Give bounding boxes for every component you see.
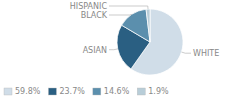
slice-label: ASIAN — [83, 46, 107, 55]
slice-label: WHITE — [193, 49, 219, 58]
legend-label: 14.6% — [104, 87, 130, 96]
slice — [122, 9, 150, 42]
legend-item: 1.9% — [137, 87, 169, 96]
legend-item: 14.6% — [93, 87, 130, 96]
legend-swatch — [93, 88, 101, 95]
legend-swatch — [48, 88, 56, 95]
slice — [146, 9, 150, 42]
slice-label: BLACK — [81, 11, 108, 20]
pie: WHITE ASIAN BLACKHISPANIC — [70, 2, 219, 75]
leader-line — [181, 52, 191, 53]
legend-label: 1.9% — [148, 87, 169, 96]
legend-item: 59.8% — [4, 87, 41, 96]
slice-label: HISPANIC — [70, 2, 108, 11]
legend-label: 23.7% — [59, 87, 85, 96]
legend-label: 59.8% — [15, 87, 41, 96]
legend-swatch — [137, 88, 145, 95]
leader-line — [109, 14, 132, 16]
leader-line — [109, 6, 148, 9]
legend-swatch — [4, 88, 12, 95]
chart: WHITE ASIAN BLACKHISPANIC 59.8% 23.7% 14.6% 1.… — [0, 0, 240, 100]
legend-item: 23.7% — [48, 87, 85, 96]
leader-line — [109, 48, 118, 50]
legend: 59.8% 23.7% 14.6% 1.9% — [4, 87, 169, 96]
